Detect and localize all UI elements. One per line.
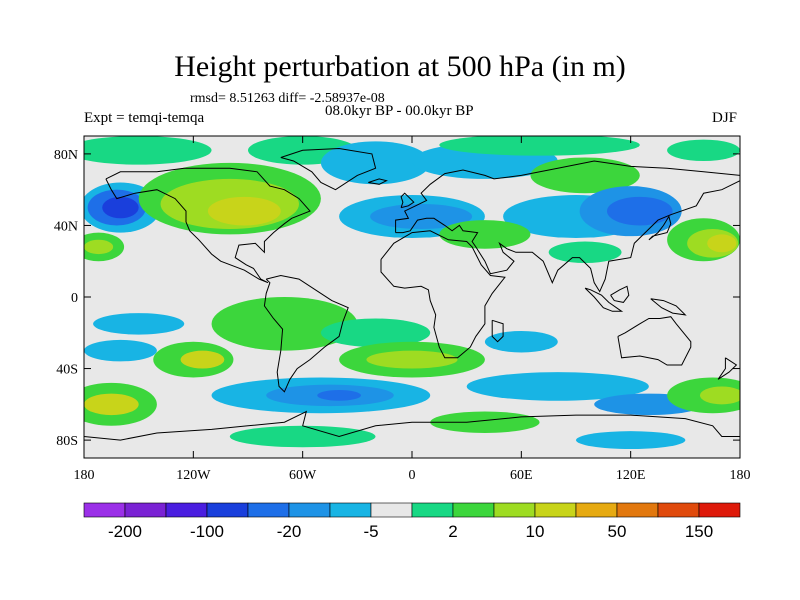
coastline-path [584,287,624,312]
colorbar-swatch [493,502,536,518]
perturbation-field [84,136,740,458]
lon-tick-label: 60E [510,468,533,483]
field-contour [84,136,212,165]
coastline-path [105,167,311,284]
coastline-path [717,357,738,380]
field-contour [317,390,361,401]
field-contour [102,196,139,219]
field-contour [530,157,640,194]
field-contour [229,425,376,448]
colorbar-label: 50 [608,522,627,541]
colorbar-swatch [206,502,249,518]
lon-tick-label: 120E [616,468,646,483]
colorbar-label: 2 [448,522,457,541]
colorbar-swatch [657,502,700,518]
lat-tick-label: 80N [54,148,78,163]
lat-tick-label: 40N [54,219,78,234]
chart-title: Height perturbation at 500 hPa (in m) [174,50,626,83]
field-contour [320,318,431,348]
colorbar-swatch [411,502,454,518]
lon-tick-label: 180 [730,468,751,483]
colorbar-swatch [288,502,331,518]
field-contour [667,139,740,162]
field-contour [93,313,185,335]
lat-tick-label: 80S [56,434,78,449]
colorbar-swatch [616,502,659,518]
field-contour [707,234,737,253]
lat-tick-label: 0 [71,291,78,306]
lon-tick-label: 180 [74,468,95,483]
coastline-path [648,215,672,241]
colorbar-swatch [329,502,372,518]
colorbar-label: -200 [108,522,142,541]
field-contour [84,339,157,362]
coastline-path [380,230,506,359]
coastline-path [395,160,740,293]
field-contour [84,393,139,416]
colorbar-swatch [370,502,413,518]
experiment-label: Expt = temqi-temqa [84,110,205,126]
period-label: 08.0kyr BP - 00.0kyr BP [325,103,474,119]
coastline-path [610,285,630,303]
axis-ticks: 80N 40N 0 40S 80S 180 120W 60W 0 60E 120E 180 [54,136,751,483]
lon-tick-label: 60W [289,468,317,483]
colorbar-swatch [698,502,741,518]
coastline-path [280,147,377,191]
colorbar-swatch [247,502,290,518]
colorbar-swatch [452,502,495,518]
coastline-path [617,316,692,366]
coastline-path [650,298,687,316]
colorbar-swatch [165,502,208,518]
coastline-path [400,192,415,209]
field-contour [548,241,622,264]
lon-tick-label: 0 [409,468,416,483]
coastline-path [263,274,349,393]
coastline-path [491,319,504,343]
colorbar-swatch [83,502,126,518]
field-contour [320,141,431,185]
field-contour [439,220,531,249]
lat-tick-label: 40S [56,363,78,378]
colorbar-swatch [534,502,577,518]
field-contour [699,386,740,405]
lon-tick-label: 120W [176,468,211,483]
coastline-path [368,178,388,185]
field-contour [484,330,558,353]
field-contour [439,136,640,156]
field-contour [576,431,686,450]
field-contour [430,411,540,433]
colorbar: -200 -100 -20 -5 2 10 50 150 [83,502,741,541]
season-label: DJF [712,110,738,126]
colorbar-label: -100 [190,522,224,541]
field-contour [211,297,358,351]
stats-text: rmsd= 8.51263 diff= -2.58937e-08 [190,91,385,106]
coastline-path [84,410,740,441]
colorbar-label: -20 [277,522,302,541]
coastlines [84,147,740,441]
field-contour [84,239,114,255]
field-contour [606,196,673,226]
colorbar-swatch [124,502,167,518]
field-contour [366,350,458,369]
field-contour [207,196,281,226]
colorbar-swatch [575,502,618,518]
field-contour [180,350,225,369]
field-contour [466,372,649,401]
colorbar-label: -5 [363,522,378,541]
colorbar-label: 150 [685,522,713,541]
colorbar-label: 10 [526,522,545,541]
